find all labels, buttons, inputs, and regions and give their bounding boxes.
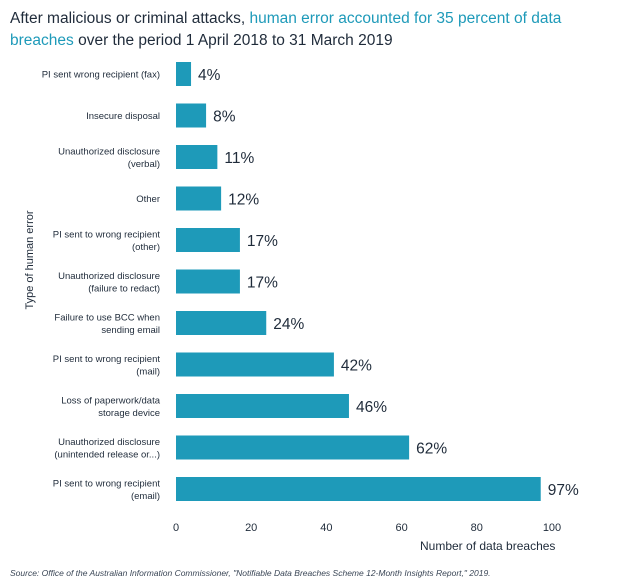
bar-6 [176,311,267,335]
category-label-7-line-0: PI sent to wrong recipient [53,354,161,365]
value-label-1: 8% [213,109,236,126]
bar-chart: 4% PI sent wrong recipient (fax) 8% Insecur… [42,62,579,534]
x-tick-label-3: 60 [395,522,407,534]
category-label-4-line-1: (other) [132,242,160,253]
value-label-6: 24% [273,316,304,333]
bar-9 [176,435,410,460]
category-label-8-line-1: storage device [98,408,160,419]
x-axis-label: Number of data breaches [420,539,556,553]
category-label-8-line-0: Loss of paperwork/data [61,395,160,406]
category-label-6-line-0: Failure to use BCC when [54,312,160,323]
title-part2: over the period 1 April 2018 to 31 March… [73,32,393,49]
category-label-5-line-0: Unauthorized disclosure [58,271,160,282]
bar-10 [176,477,541,501]
category-label-1: Insecure disposal [86,111,160,122]
category-label-6-line-1: sending email [101,325,160,336]
category-label-2-line-1: (verbal) [128,159,160,170]
category-label-9-line-1: (unintended release or...) [54,449,160,460]
value-label-2: 11% [224,150,254,167]
x-tick-label-4: 80 [471,522,483,534]
x-tick-label-0: 0 [173,522,179,534]
source-note: Source: Office of the Australian Informa… [10,568,491,578]
category-label-3: Other [136,194,160,205]
value-label-3: 12% [228,192,259,209]
category-label-0: PI sent wrong recipient (fax) [42,70,160,81]
x-tick-label-1: 20 [245,522,257,534]
category-label-7-line-1: (mail) [136,366,160,377]
title-part1: After malicious or criminal attacks, [10,10,250,27]
bar-2 [176,145,218,169]
bar-0 [176,62,192,86]
value-label-7: 42% [341,358,372,375]
bar-4 [176,228,240,252]
value-label-0: 4% [198,67,221,84]
bar-1 [176,103,207,128]
chart-title: After malicious or criminal attacks, hum… [10,8,610,52]
bar-7 [176,352,334,377]
bar-5 [176,269,240,294]
category-label-2-line-0: Unauthorized disclosure [58,146,160,157]
value-label-10: 97% [548,482,579,499]
category-label-10-line-0: PI sent to wrong recipient [53,478,161,489]
value-label-9: 62% [416,441,447,458]
value-label-4: 17% [247,233,278,250]
category-label-9-line-0: Unauthorized disclosure [58,437,160,448]
bar-3 [176,186,222,211]
value-label-5: 17% [247,275,278,292]
x-tick-label-2: 40 [320,522,332,534]
x-tick-label-5: 100 [543,522,561,534]
category-label-4-line-0: PI sent to wrong recipient [53,229,161,240]
category-label-5-line-1: (failure to redact) [88,283,160,294]
value-label-8: 46% [356,399,387,416]
category-label-10-line-1: (email) [131,491,160,502]
title-highlight: human error accounted for 35 percent of … [10,10,562,49]
bar-8 [176,394,349,418]
